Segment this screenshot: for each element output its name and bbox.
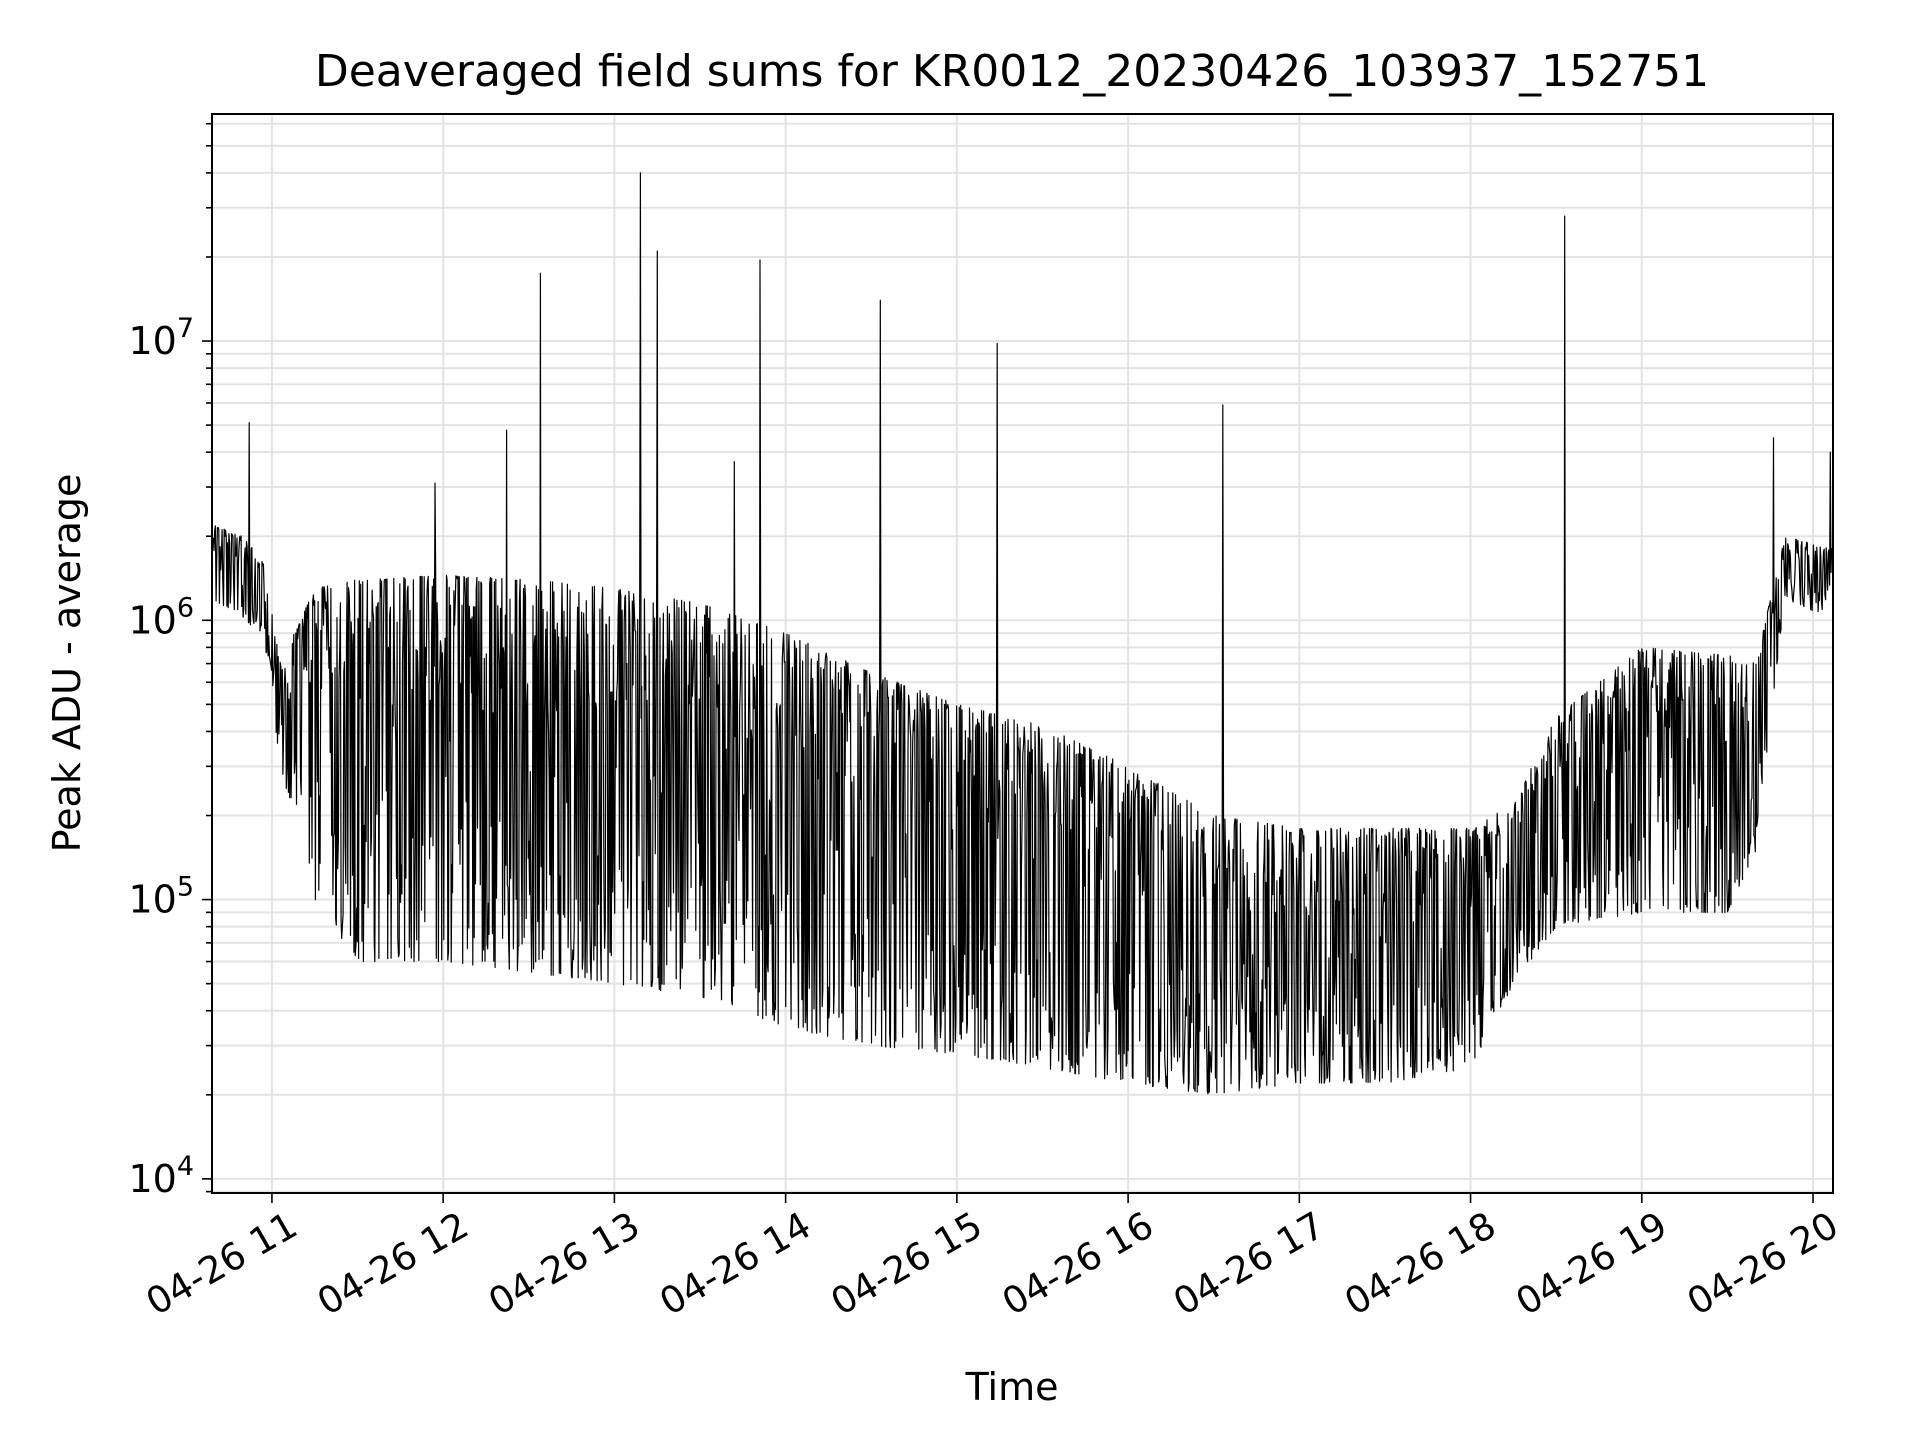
x-axis: 04-26 11 04-26 12 04-26 13 04-26 14 04-26 15… bbox=[139, 1193, 1846, 1324]
x-axis-label: Time bbox=[965, 1365, 1059, 1409]
y-axis-label: Peak ADU - average bbox=[45, 474, 89, 853]
x-tick-label: 04-26 16 bbox=[995, 1204, 1161, 1324]
x-tick-label: 04-26 18 bbox=[1337, 1204, 1503, 1324]
plot-frame bbox=[211, 113, 1834, 1194]
x-tick-label: 04-26 15 bbox=[824, 1204, 990, 1324]
x-tick-label: 04-26 11 bbox=[139, 1204, 305, 1324]
y-tick-label: 104 bbox=[128, 1151, 194, 1201]
x-tick-label: 04-26 14 bbox=[653, 1204, 819, 1324]
x-tick-label: 04-26 20 bbox=[1680, 1204, 1846, 1324]
y-tick-label: 107 bbox=[128, 313, 194, 363]
grid-lines bbox=[212, 114, 1833, 1193]
x-tick-label: 04-26 17 bbox=[1166, 1204, 1332, 1324]
y-tick-label: 105 bbox=[128, 872, 194, 922]
y-tick-label: 106 bbox=[128, 592, 194, 642]
data-series-line bbox=[211, 172, 1834, 1095]
chart-title: Deaveraged field sums for KR0012_2023042… bbox=[315, 46, 1709, 97]
y-axis: 104 105 106 107 bbox=[128, 122, 212, 1201]
x-tick-label: 04-26 13 bbox=[481, 1204, 647, 1324]
x-tick-label: 04-26 12 bbox=[310, 1204, 476, 1324]
x-tick-label: 04-26 19 bbox=[1509, 1204, 1675, 1324]
